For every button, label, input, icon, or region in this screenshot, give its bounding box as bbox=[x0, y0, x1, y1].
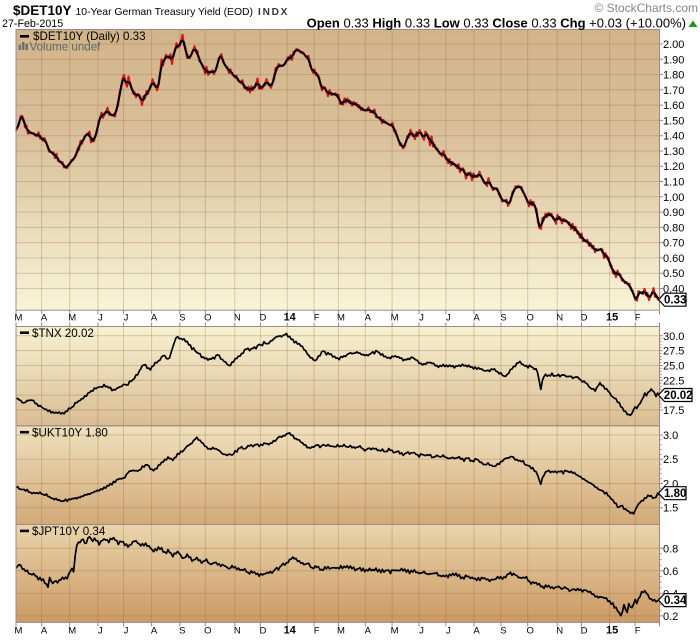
svg-text:0.8: 0.8 bbox=[663, 543, 678, 555]
svg-text:J: J bbox=[419, 313, 424, 324]
svg-text:O: O bbox=[204, 313, 211, 324]
svg-text:1.00: 1.00 bbox=[663, 192, 684, 204]
svg-text:Open 0.33 High 0.33 Low 0.33 C: Open 0.33 High 0.33 Low 0.33 Close 0.33 … bbox=[307, 16, 686, 31]
svg-text:A: A bbox=[473, 313, 480, 324]
svg-text:J: J bbox=[98, 313, 103, 324]
svg-text:14: 14 bbox=[284, 625, 297, 637]
svg-text:M: M bbox=[15, 626, 23, 637]
svg-text:0.80: 0.80 bbox=[663, 222, 684, 234]
svg-text:J: J bbox=[124, 626, 129, 637]
svg-text:M: M bbox=[391, 626, 399, 637]
svg-text:A: A bbox=[365, 313, 372, 324]
svg-text:N: N bbox=[556, 626, 563, 637]
svg-text:1.50: 1.50 bbox=[663, 115, 684, 127]
svg-text:14: 14 bbox=[284, 312, 297, 324]
svg-text:0.33: 0.33 bbox=[664, 295, 686, 307]
svg-text:1.20: 1.20 bbox=[663, 161, 684, 173]
svg-text:A: A bbox=[473, 626, 480, 637]
svg-text:J: J bbox=[446, 313, 451, 324]
svg-text:1.90: 1.90 bbox=[663, 54, 684, 66]
svg-text:0.40: 0.40 bbox=[663, 284, 684, 296]
svg-text:1.60: 1.60 bbox=[663, 100, 684, 112]
svg-text:3.0: 3.0 bbox=[663, 430, 678, 442]
svg-text:J: J bbox=[98, 626, 103, 637]
svg-text:D: D bbox=[259, 626, 266, 637]
svg-text:D: D bbox=[259, 313, 266, 324]
svg-text:$TNX 20.02: $TNX 20.02 bbox=[32, 327, 94, 340]
svg-text:27.5: 27.5 bbox=[663, 346, 684, 358]
svg-text:1.80: 1.80 bbox=[663, 70, 684, 82]
svg-text:$JPT10Y 0.34: $JPT10Y 0.34 bbox=[32, 525, 106, 538]
svg-text:M: M bbox=[68, 626, 76, 637]
svg-text:2.00: 2.00 bbox=[663, 39, 684, 51]
svg-text:1.70: 1.70 bbox=[663, 85, 684, 97]
svg-text:D: D bbox=[581, 626, 588, 637]
svg-text:M: M bbox=[337, 626, 345, 637]
svg-text:A: A bbox=[41, 626, 48, 637]
svg-text:2.5: 2.5 bbox=[663, 454, 678, 466]
svg-text:S: S bbox=[500, 313, 506, 324]
svg-text:N: N bbox=[234, 313, 241, 324]
svg-text:0.50: 0.50 bbox=[663, 268, 684, 280]
svg-text:M: M bbox=[391, 313, 399, 324]
svg-text:1.30: 1.30 bbox=[663, 146, 684, 158]
svg-text:J: J bbox=[419, 626, 424, 637]
svg-text:0.60: 0.60 bbox=[663, 253, 684, 265]
svg-text:27-Feb-2015: 27-Feb-2015 bbox=[2, 18, 63, 30]
svg-text:22.5: 22.5 bbox=[663, 375, 684, 387]
svg-text:O: O bbox=[204, 626, 211, 637]
svg-text:0.70: 0.70 bbox=[663, 238, 684, 250]
svg-text:20.02: 20.02 bbox=[664, 390, 693, 402]
svg-text:F: F bbox=[635, 626, 641, 637]
svg-text:0.6: 0.6 bbox=[663, 566, 678, 578]
svg-text:1.10: 1.10 bbox=[663, 177, 684, 189]
svg-text:M: M bbox=[337, 313, 345, 324]
svg-text:O: O bbox=[527, 626, 534, 637]
svg-text:$DET10Y (Daily) 0.33: $DET10Y (Daily) 0.33 bbox=[33, 30, 146, 43]
svg-text:S: S bbox=[179, 626, 185, 637]
svg-text:A: A bbox=[365, 626, 372, 637]
svg-text:F: F bbox=[314, 626, 320, 637]
svg-text:1.40: 1.40 bbox=[663, 131, 684, 143]
svg-text:A: A bbox=[151, 626, 158, 637]
svg-text:M: M bbox=[68, 313, 76, 324]
svg-text:Volume undef: Volume undef bbox=[30, 41, 102, 54]
svg-text:D: D bbox=[581, 313, 588, 324]
svg-text:1.5: 1.5 bbox=[663, 503, 678, 515]
svg-text:30.0: 30.0 bbox=[663, 331, 684, 343]
svg-text:O: O bbox=[527, 313, 534, 324]
svg-text:17.5: 17.5 bbox=[663, 405, 684, 417]
svg-text:A: A bbox=[41, 313, 48, 324]
svg-text:M: M bbox=[15, 313, 23, 324]
svg-text:1.80: 1.80 bbox=[664, 488, 686, 500]
svg-text:J: J bbox=[124, 313, 129, 324]
svg-text:N: N bbox=[234, 626, 241, 637]
svg-text:0.34: 0.34 bbox=[664, 595, 687, 607]
svg-text:S: S bbox=[179, 313, 185, 324]
svg-text:A: A bbox=[151, 313, 158, 324]
svg-text:$UKT10Y 1.80: $UKT10Y 1.80 bbox=[32, 427, 108, 440]
svg-text:25.0: 25.0 bbox=[663, 361, 684, 373]
svg-text:F: F bbox=[635, 313, 641, 324]
svg-text:S: S bbox=[500, 626, 506, 637]
svg-text:J: J bbox=[446, 626, 451, 637]
svg-text:N: N bbox=[556, 313, 563, 324]
svg-text:15: 15 bbox=[606, 625, 618, 637]
svg-text:0.2: 0.2 bbox=[663, 611, 678, 623]
svg-text:0.90: 0.90 bbox=[663, 207, 684, 219]
svg-text:© StockCharts.com: © StockCharts.com bbox=[594, 1, 698, 15]
svg-text:F: F bbox=[314, 313, 320, 324]
svg-text:15: 15 bbox=[606, 312, 618, 324]
